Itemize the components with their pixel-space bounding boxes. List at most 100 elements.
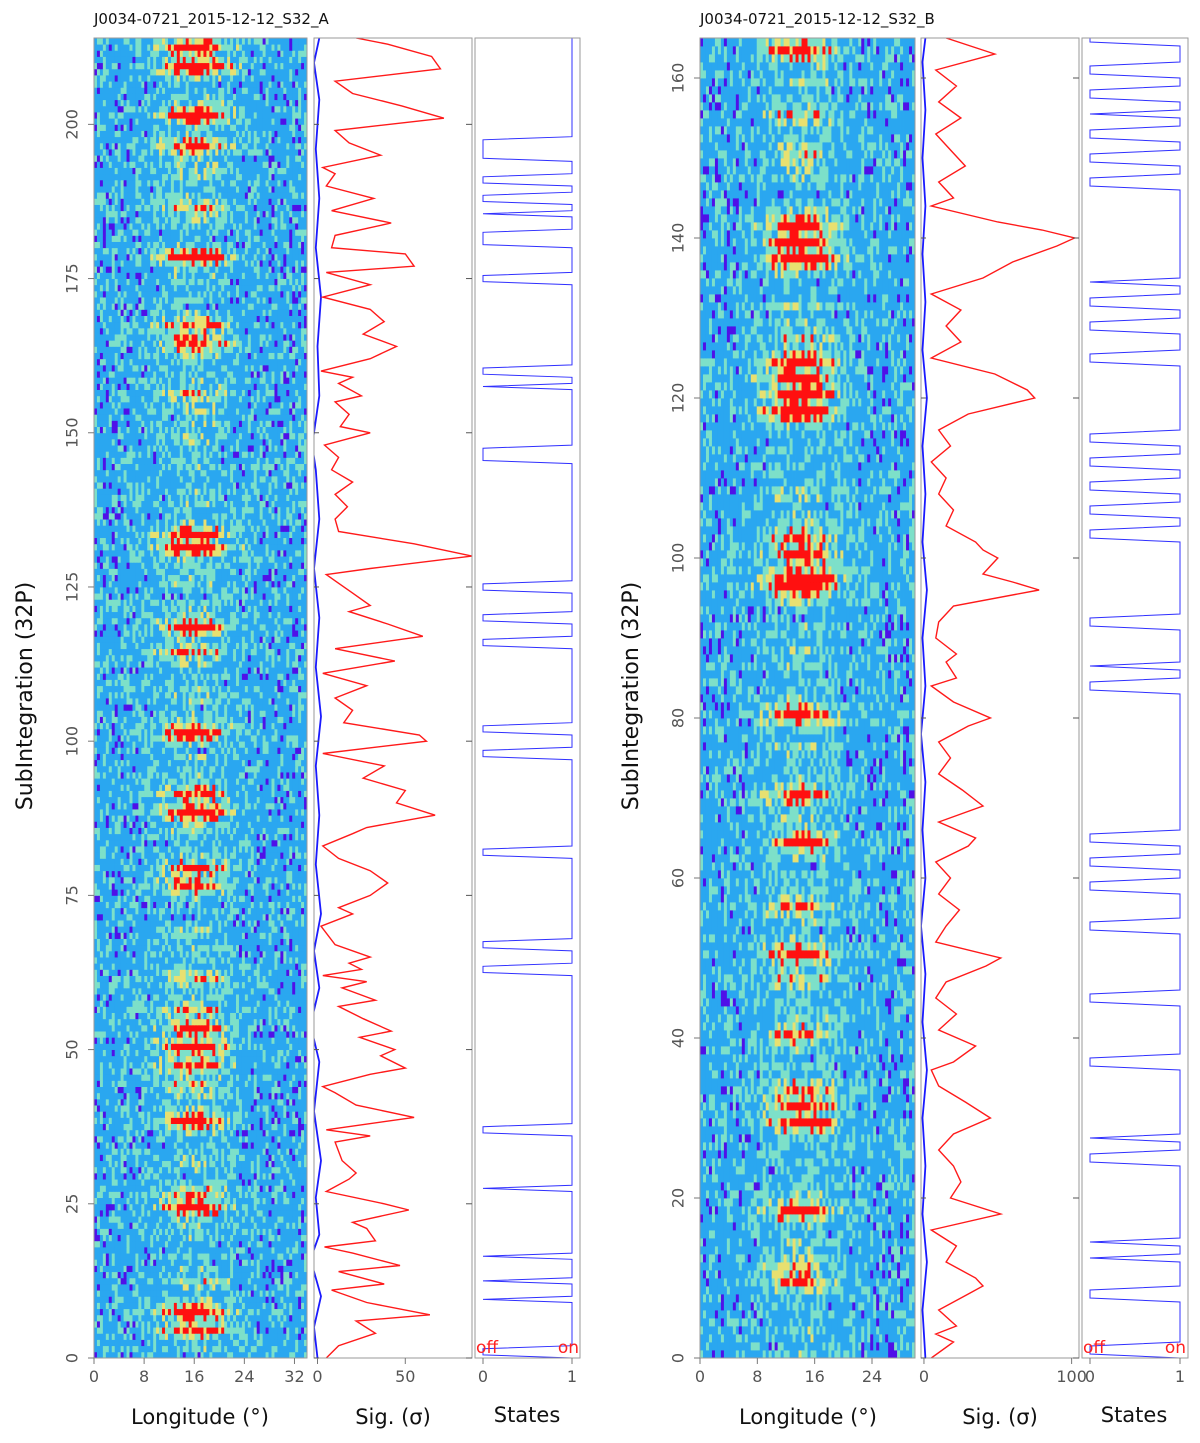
figure-a-heatmap-cell: [144, 1148, 148, 1155]
figure-a-heatmap-cell: [150, 1351, 154, 1358]
figure-a-heatmap-cell: [114, 957, 119, 964]
figure-a-heatmap-cell: [241, 1012, 246, 1020]
figure-a-heatmap-cell: [212, 1345, 216, 1353]
figure-a-heatmap-cell: [147, 1185, 151, 1192]
figure-a-heatmap-cell: [94, 975, 98, 983]
figure-a-heatmap-cell: [114, 1253, 119, 1260]
figure-a-heatmap-cell: [268, 987, 272, 995]
figure-a-heatmap-cell: [289, 957, 293, 964]
figure-a-heatmap-cell: [271, 963, 275, 970]
figure-a-heatmap-cell: [102, 1271, 107, 1279]
figure-a-heatmap-cell: [304, 987, 307, 995]
figure-a-heatmap-cell: [286, 1086, 290, 1094]
figure-a-heatmap-cell: [156, 963, 160, 970]
figure-a-heatmap-cell: [144, 1061, 148, 1069]
figure-a-heatmap-cell: [123, 1105, 127, 1112]
figure-a-heatmap-cell: [162, 1000, 166, 1007]
figure-a-heatmap-cell: [144, 1166, 148, 1174]
figure-a-heatmap-cell: [236, 981, 240, 989]
figure-a-heatmap-cell: [301, 1265, 305, 1273]
figure-a-heatmap-cell: [138, 975, 142, 983]
figure-a-heatmap-cell: [173, 1092, 178, 1100]
figure-a-heatmap-cell: [295, 1246, 299, 1254]
figure-a-heatmap-cell: [304, 1172, 307, 1180]
figure-a-heatmap-cell: [224, 1117, 228, 1125]
figure-a-heatmap-cell: [96, 1123, 101, 1131]
figure-a-heatmap-cell: [156, 926, 160, 933]
figure-a-heatmap-cell: [105, 1024, 110, 1032]
figure-a-heatmap-cell: [105, 1148, 110, 1155]
figure-a-heatmap-cell: [244, 1172, 249, 1180]
figure-a-heatmap-cell: [274, 1240, 278, 1248]
figure-a-heatmap-cell: [170, 1055, 175, 1063]
figure-a-heatmap-cell: [203, 1185, 207, 1192]
figure-a-heatmap-cell: [236, 1031, 240, 1038]
figure-a-heatmap-cell: [99, 969, 104, 976]
figure-a-heatmap-cell: [167, 1117, 172, 1125]
figure-a-heatmap-cell: [247, 1234, 252, 1242]
figure-a-heatmap-cell: [144, 1117, 148, 1125]
figure-a-heatmap-cell: [304, 1129, 307, 1137]
figure-a-heatmap-cell: [280, 1283, 284, 1291]
figure-a-heatmap-cell: [156, 1111, 160, 1118]
figure-a-heatmap-cell: [126, 1135, 130, 1143]
figure-a-heatmap-cell: [206, 1234, 210, 1242]
figure-a-heatmap-cell: [185, 1148, 190, 1155]
figure-a-heatmap-cell: [227, 1043, 231, 1050]
figure-a-heatmap-cell: [244, 1061, 249, 1069]
figure-a-heatmap-cell: [162, 1283, 166, 1291]
figure-a-heatmap-cell: [123, 1339, 127, 1347]
figure-a-heatmap-cell: [218, 1000, 222, 1007]
figure-a-heatmap-cell: [170, 944, 175, 952]
figure-a-heatmap-cell: [236, 1049, 240, 1057]
figure-a-heatmap-cell: [241, 1111, 246, 1118]
figure-a-heatmap-cell: [200, 1074, 204, 1081]
figure-a-heatmap-cell: [212, 1068, 216, 1075]
figure-a-heatmap-cell: [280, 1191, 284, 1199]
figure-a-heatmap-cell: [170, 969, 175, 976]
figure-a-heatmap-cell: [176, 1166, 181, 1174]
figure-a-heatmap-cell: [182, 1209, 187, 1217]
figure-a-heatmap-cell: [99, 1055, 104, 1063]
figure-a-heatmap-cell: [185, 1086, 190, 1094]
figure-a-heatmap-cell: [277, 1006, 281, 1013]
figure-a-heatmap-cell: [200, 1068, 204, 1075]
figure-a-heatmap-cell: [188, 981, 193, 989]
figure-a-heatmap-cell: [147, 1018, 151, 1026]
figure-a-heatmap-cell: [298, 1160, 302, 1168]
figure-a-heatmap-cell: [215, 1234, 219, 1242]
figure-a-heatmap-cell: [268, 1092, 272, 1100]
figure-a-heatmap-cell: [304, 1117, 307, 1125]
figure-a-heatmap-cell: [277, 963, 281, 970]
figure-a-heatmap-cell: [194, 1000, 198, 1007]
figure-a-heatmap-cell: [212, 1086, 216, 1094]
figure-a-heatmap-cell: [241, 1290, 246, 1297]
figure-a-heatmap-cell: [247, 1135, 252, 1143]
figure-a-heatmap-cell: [96, 1234, 101, 1242]
figure-a-heatmap-cell: [94, 1290, 98, 1297]
figure-a-heatmap-cell: [286, 1308, 290, 1316]
figure-a-heatmap-cell: [241, 1172, 246, 1180]
figure-a-heatmap-cell: [289, 1061, 293, 1069]
figure-a-heatmap-cell: [135, 1203, 139, 1211]
figure-a-heatmap-cell: [94, 1240, 98, 1248]
figure-a-heatmap-cell: [268, 1203, 272, 1211]
figure-a-heatmap-cell: [108, 1333, 113, 1340]
figure-a-heatmap-cell: [129, 1240, 133, 1248]
figure-a-heatmap-cell: [289, 1277, 293, 1285]
figure-a-heatmap-cell: [292, 1203, 296, 1211]
figure-a-heatmap-cell: [244, 938, 249, 946]
figure-a-heatmap-cell: [283, 1086, 287, 1094]
figure-a-heatmap-cell: [96, 1290, 101, 1297]
figure-a-heatmap-cell: [224, 1061, 228, 1069]
figure-a-heatmap-cell: [197, 950, 201, 958]
figure-a-heatmap-cell: [247, 1216, 252, 1223]
figure-a-heatmap-cell: [144, 1228, 148, 1236]
figure-a-heatmap-cell: [117, 1172, 122, 1180]
figure-a-heatmap-cell: [304, 1283, 307, 1291]
figure-a-heatmap-cell: [120, 1098, 124, 1106]
figure-a-heatmap-cell: [138, 1283, 142, 1291]
figure-a-heatmap-cell: [165, 1043, 169, 1050]
figure-a-heatmap-cell: [230, 1086, 234, 1094]
figure-a-heatmap-cell: [215, 1259, 219, 1266]
